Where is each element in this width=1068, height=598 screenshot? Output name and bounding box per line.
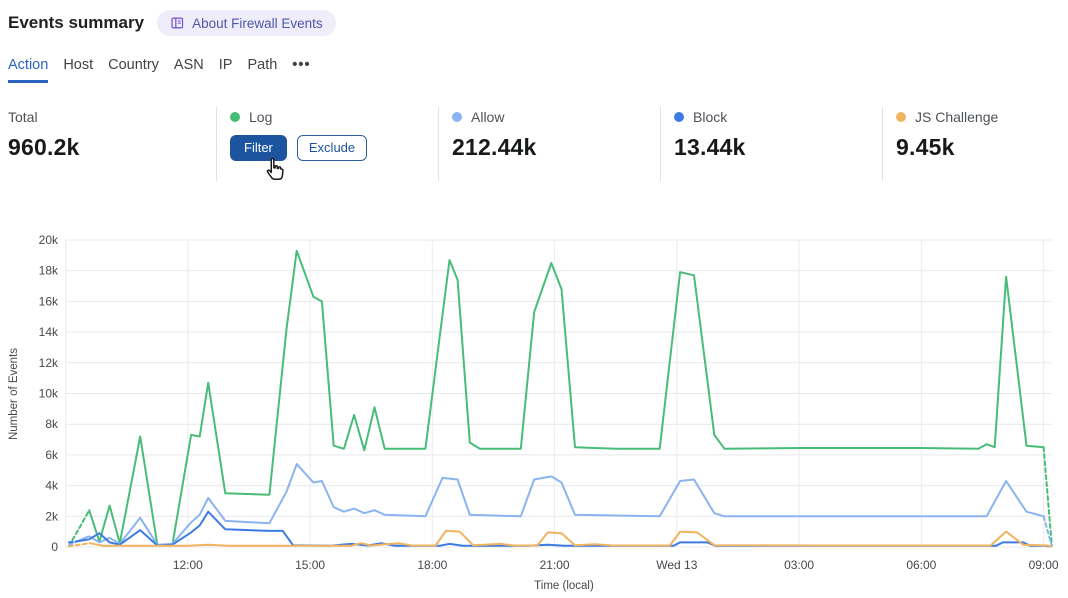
- svg-text:12:00: 12:00: [173, 558, 203, 572]
- svg-text:18k: 18k: [39, 264, 59, 278]
- stat-log-label: Log: [249, 109, 273, 125]
- about-firewall-events-badge[interactable]: About Firewall Events: [157, 10, 336, 36]
- divider: [660, 107, 661, 181]
- svg-text:16k: 16k: [39, 294, 59, 308]
- block-series-dot: [674, 112, 684, 122]
- stat-js-challenge[interactable]: JS Challenge 9.45k: [896, 109, 998, 161]
- svg-text:Wed 13: Wed 13: [656, 558, 697, 572]
- stat-total-label: Total: [8, 109, 38, 125]
- stat-total: Total 960.2k: [8, 109, 80, 161]
- svg-text:12k: 12k: [39, 356, 59, 370]
- svg-text:10k: 10k: [39, 387, 59, 401]
- allow-series-dot: [452, 112, 462, 122]
- exclude-button[interactable]: Exclude: [296, 135, 368, 161]
- tabs-overflow-button[interactable]: •••: [292, 57, 311, 73]
- divider: [216, 107, 217, 181]
- tab-country[interactable]: Country: [108, 57, 159, 73]
- stat-block[interactable]: Block 13.44k: [674, 109, 746, 161]
- js-challenge-series-dot: [896, 112, 906, 122]
- tab-host[interactable]: Host: [63, 57, 94, 73]
- svg-text:18:00: 18:00: [417, 558, 447, 572]
- page-title: Events summary: [8, 13, 145, 32]
- header: Events summary About Firewall Events: [8, 10, 336, 36]
- svg-text:0: 0: [51, 540, 58, 554]
- divider: [882, 107, 883, 181]
- tab-ip[interactable]: IP: [218, 57, 233, 73]
- tab-path[interactable]: Path: [247, 57, 278, 73]
- dimension-tabs: Action Host Country ASN IP Path •••: [8, 57, 311, 83]
- stat-log[interactable]: Log Filter Exclude: [230, 109, 368, 161]
- events-chart[interactable]: 0 2k 4k 6k 8k 10k 12k 14k 16k 18k 20k 12:00 15:00 18:…: [0, 228, 1068, 598]
- filter-button[interactable]: Filter: [230, 135, 287, 161]
- svg-text:06:00: 06:00: [906, 558, 936, 572]
- svg-text:03:00: 03:00: [784, 558, 814, 572]
- stat-allow-value: 212.44k: [452, 134, 537, 160]
- svg-text:15:00: 15:00: [295, 558, 325, 572]
- divider: [438, 107, 439, 181]
- svg-text:4k: 4k: [45, 479, 59, 493]
- svg-text:20k: 20k: [39, 233, 59, 247]
- svg-text:14k: 14k: [39, 325, 59, 339]
- svg-text:8k: 8k: [45, 417, 59, 431]
- svg-text:09:00: 09:00: [1029, 558, 1059, 572]
- book-icon: [171, 17, 184, 29]
- svg-text:6k: 6k: [45, 448, 59, 462]
- log-series-dot: [230, 112, 240, 122]
- stat-js-challenge-value: 9.45k: [896, 134, 955, 160]
- stat-total-value: 960.2k: [8, 134, 80, 160]
- svg-text:Time (local): Time (local): [534, 580, 594, 592]
- stats-row: Total 960.2k Log Filter Exclude Allow 21…: [0, 105, 1068, 190]
- stat-allow-label: Allow: [471, 109, 505, 125]
- stat-block-value: 13.44k: [674, 134, 746, 160]
- svg-text:2k: 2k: [45, 509, 59, 523]
- about-badge-label: About Firewall Events: [192, 15, 323, 31]
- stat-allow[interactable]: Allow 212.44k: [452, 109, 537, 161]
- svg-text:21:00: 21:00: [540, 558, 570, 572]
- stat-block-label: Block: [693, 109, 728, 125]
- svg-text:Number of Events: Number of Events: [8, 348, 20, 440]
- stat-js-challenge-label: JS Challenge: [915, 109, 999, 125]
- tab-asn[interactable]: ASN: [173, 57, 204, 73]
- tab-action[interactable]: Action: [8, 57, 49, 83]
